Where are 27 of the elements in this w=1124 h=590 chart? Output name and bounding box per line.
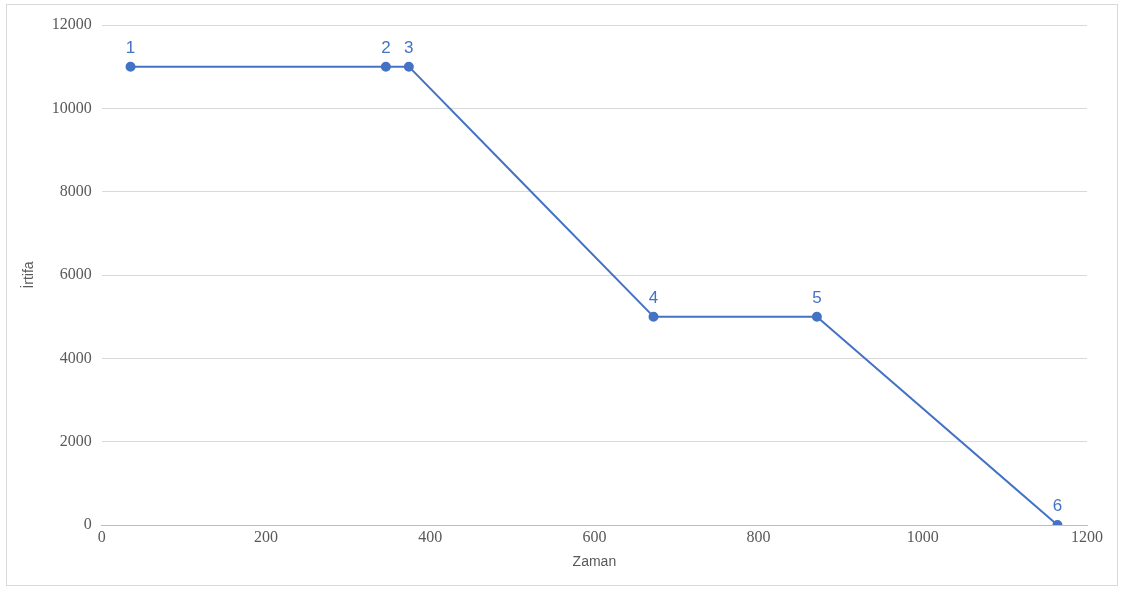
x-tick-label: 800 bbox=[746, 527, 771, 545]
annotation: 6 bbox=[1052, 496, 1063, 516]
x-tick-label: 400 bbox=[418, 527, 443, 545]
x-tick-label: 200 bbox=[254, 527, 278, 545]
y-tick-label: 12000 bbox=[51, 15, 92, 33]
y-tick-label: 0 bbox=[83, 515, 92, 533]
x-axis-title: Zaman bbox=[572, 553, 617, 570]
y-tick-label: 2000 bbox=[59, 431, 92, 449]
annotation: 4 bbox=[648, 287, 659, 307]
annotation: 3 bbox=[404, 37, 414, 57]
y-axis-title: İrtifa bbox=[19, 261, 37, 289]
x-tick-label: 1000 bbox=[906, 527, 939, 545]
point bbox=[811, 311, 822, 322]
x-tick-label: 600 bbox=[582, 527, 607, 545]
y-tick-label: 4000 bbox=[59, 348, 92, 366]
y-tick-label: 6000 bbox=[59, 265, 92, 283]
point bbox=[125, 61, 136, 72]
y-tick-label: 10000 bbox=[51, 98, 92, 116]
annotation: 1 bbox=[125, 37, 136, 57]
point bbox=[380, 61, 391, 72]
x-tick-label: 0 bbox=[97, 527, 106, 545]
annotation: 5 bbox=[812, 287, 822, 307]
point bbox=[403, 61, 414, 72]
x-tick-label: 1200 bbox=[1071, 527, 1103, 545]
point bbox=[648, 311, 659, 322]
y-tick-label: 8000 bbox=[59, 181, 92, 199]
annotation: 2 bbox=[381, 37, 391, 57]
